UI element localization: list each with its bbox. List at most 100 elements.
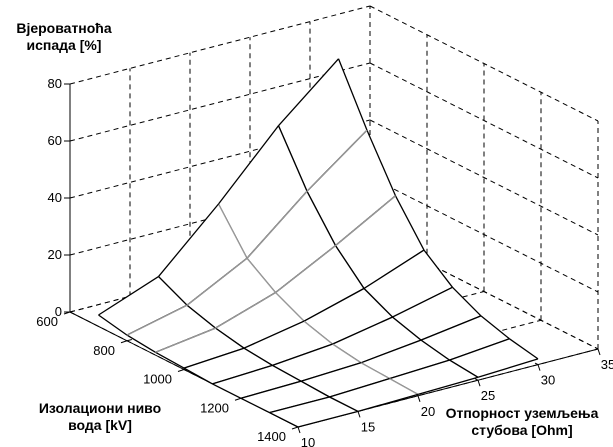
- mesh-line: [217, 203, 248, 259]
- x-tick-mark: [291, 426, 299, 430]
- mesh-line: [212, 383, 242, 399]
- mesh-line: [357, 393, 419, 413]
- x-tick-mark: [177, 369, 185, 372]
- mesh-line: [332, 343, 362, 364]
- y-tick-mark: [297, 426, 301, 434]
- mesh-line: [366, 129, 397, 197]
- mesh-line: [269, 396, 330, 414]
- surface-cell: [212, 365, 301, 399]
- mesh-line: [509, 338, 539, 360]
- mesh-line: [332, 316, 393, 345]
- z-tick-label: 60: [48, 133, 62, 148]
- mesh-line: [269, 412, 299, 428]
- surface-cell: [421, 315, 510, 361]
- surface-cell: [218, 125, 307, 259]
- surface-cell: [278, 58, 367, 192]
- mesh-line: [389, 359, 450, 380]
- surface-cell: [187, 258, 276, 329]
- mesh-line: [300, 380, 330, 398]
- mesh-line: [360, 362, 390, 380]
- mesh-line: [477, 358, 539, 378]
- mesh-line: [329, 377, 390, 398]
- surface-cell: [364, 250, 453, 318]
- y-tick-mark: [417, 395, 421, 402]
- mesh-line: [417, 376, 479, 396]
- mesh-line: [183, 367, 213, 385]
- mesh-line: [303, 320, 333, 345]
- surface-cell: [307, 130, 396, 246]
- mesh-line: [183, 347, 245, 369]
- surface-mesh: [98, 58, 539, 428]
- mesh-line: [240, 397, 270, 414]
- surface-cell: [155, 328, 244, 369]
- surface-cell: [269, 397, 358, 427]
- grid-line: [69, 62, 371, 142]
- mesh-line: [243, 320, 305, 349]
- mesh-line: [240, 380, 302, 399]
- mesh-line: [392, 286, 453, 318]
- z-tick-label: 20: [48, 247, 62, 262]
- surface-cell: [244, 321, 333, 366]
- mesh-line: [420, 315, 482, 341]
- mesh-line: [337, 58, 368, 131]
- mesh-line: [98, 276, 159, 316]
- mesh-line: [275, 292, 305, 322]
- mesh-line: [452, 286, 482, 317]
- surface-cell: [215, 292, 304, 349]
- grid-line: [369, 5, 599, 122]
- surface-cell: [304, 288, 393, 345]
- x-tick-label: 1000: [143, 372, 172, 387]
- z-tick-label: 40: [48, 190, 62, 205]
- surface-cell: [275, 245, 364, 322]
- mesh-line: [394, 195, 425, 251]
- y-tick-label: 30: [541, 373, 555, 388]
- mesh-line: [155, 351, 185, 369]
- grid-line: [369, 176, 599, 293]
- y-tick-mark: [357, 411, 361, 418]
- mesh-line: [278, 58, 339, 127]
- surface-cell: [329, 378, 418, 412]
- z-tick-label: 80: [48, 76, 62, 91]
- y-axis-title: Отпорност уземљења стубова [Ohm]: [446, 405, 599, 438]
- label-layer: 0 20 40 60 80 600 800 1000 1200 1400 10 15 20 25 30 35 В…: [16, 20, 613, 447]
- surface-cell: [361, 340, 450, 379]
- mesh-line: [158, 276, 188, 306]
- mesh-line: [157, 203, 220, 278]
- mesh-line: [300, 362, 362, 382]
- mesh-line: [272, 343, 333, 367]
- mesh-line: [306, 190, 337, 246]
- mesh-line: [389, 378, 419, 395]
- grid-line: [369, 119, 599, 236]
- surface-cell: [301, 362, 390, 397]
- mesh-line: [272, 364, 302, 382]
- y-tick-mark: [537, 364, 541, 371]
- mesh-line: [392, 316, 422, 341]
- mesh-line: [246, 257, 276, 294]
- mesh-line: [277, 125, 308, 192]
- mesh-line: [98, 314, 128, 336]
- mesh-line: [363, 288, 393, 318]
- grid-line: [369, 62, 599, 179]
- x-tick-mark: [120, 340, 128, 344]
- mesh-line: [297, 410, 359, 428]
- surface-cell: [98, 276, 187, 336]
- y-tick-mark: [477, 380, 481, 387]
- mesh-line: [423, 249, 454, 288]
- mesh-line: [420, 339, 450, 361]
- x-tick-label: 600: [36, 314, 58, 329]
- y-tick-label: 10: [301, 435, 315, 447]
- surface-cell: [449, 338, 538, 378]
- mesh-line: [217, 125, 280, 205]
- surface-cell: [158, 204, 247, 306]
- x-tick-mark: [234, 397, 242, 401]
- x-tick-mark: [63, 311, 71, 315]
- x-tick-label: 800: [93, 343, 115, 358]
- y-tick-label: 20: [421, 404, 435, 419]
- surface-cell: [389, 360, 478, 395]
- surface-cell: [272, 344, 361, 382]
- surface-cell: [127, 305, 216, 353]
- surface-cell: [247, 191, 336, 293]
- y-tick-label: 15: [361, 419, 375, 434]
- mesh-line: [126, 334, 156, 353]
